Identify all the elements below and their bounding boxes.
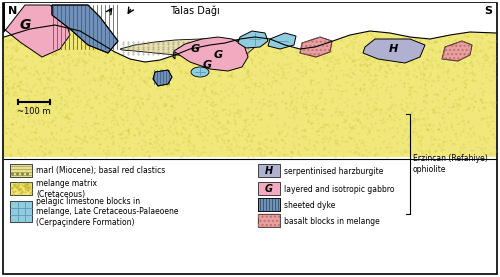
Text: G: G (202, 60, 211, 70)
Polygon shape (4, 3, 496, 62)
Text: serpentinised harzburgite: serpentinised harzburgite (284, 166, 384, 176)
Polygon shape (4, 25, 496, 157)
Bar (258, 214, 280, 227)
Polygon shape (300, 37, 332, 57)
Text: G: G (214, 50, 222, 60)
Text: G: G (190, 44, 200, 54)
Text: basalt blocks in melange: basalt blocks in melange (284, 217, 380, 225)
Polygon shape (363, 39, 425, 63)
Bar (10, 201, 32, 222)
Text: Erzincan (Refahiye)
ophiolite: Erzincan (Refahiye) ophiolite (413, 154, 488, 174)
Bar (258, 164, 280, 177)
Text: S: S (484, 6, 492, 16)
Text: N: N (8, 6, 17, 16)
Polygon shape (153, 70, 172, 86)
Text: G: G (20, 18, 30, 32)
Polygon shape (52, 5, 118, 53)
Text: sheeted dyke: sheeted dyke (284, 201, 336, 209)
Polygon shape (268, 33, 296, 49)
Text: Talas Dağı: Talas Dağı (170, 6, 220, 17)
Bar (10, 182, 32, 195)
Text: marl (Miocene); basal red clastics: marl (Miocene); basal red clastics (36, 166, 165, 176)
Text: melange matrix
(Cretaceous): melange matrix (Cretaceous) (36, 179, 97, 199)
Polygon shape (120, 39, 255, 56)
Polygon shape (238, 31, 268, 48)
Polygon shape (4, 3, 70, 57)
Ellipse shape (191, 67, 209, 77)
Text: pelagic limestone blocks in
melange, Late Cretaceous-Palaeoene
(Cerpaçindere For: pelagic limestone blocks in melange, Lat… (36, 197, 178, 227)
Text: H: H (388, 44, 398, 54)
Text: ~100 m: ~100 m (17, 107, 51, 116)
Bar (258, 182, 280, 195)
Polygon shape (442, 41, 472, 61)
Bar (258, 198, 280, 211)
Bar (258, 198, 280, 211)
Bar (10, 164, 32, 177)
Text: H: H (265, 166, 273, 176)
Text: G: G (265, 184, 273, 194)
Polygon shape (173, 37, 248, 71)
Bar (258, 214, 280, 227)
Text: layered and isotropic gabbro: layered and isotropic gabbro (284, 184, 395, 194)
